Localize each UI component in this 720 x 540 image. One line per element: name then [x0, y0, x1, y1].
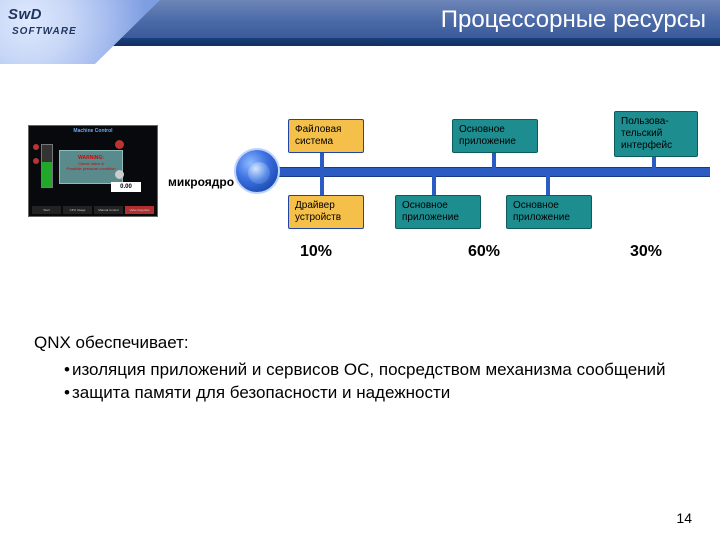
warning-panel: WARNING: Check Valve A Possible pressure…: [59, 150, 123, 184]
slide-title: Процессорные ресурсы: [441, 6, 706, 34]
sc-title: Machine Control: [29, 128, 157, 134]
node-drv: Драйверустройств: [288, 195, 364, 229]
microkernel-node: [234, 148, 280, 194]
lead-text: QNX обеспечивает:: [34, 332, 680, 355]
bullet-item: защита памяти для безопасности и надежно…: [64, 382, 680, 405]
node-app3: Основноеприложение: [506, 195, 592, 229]
logo: SwD SOFTWARE: [0, 0, 160, 58]
logo-subtext: SOFTWARE: [12, 26, 77, 37]
bullet-item: изоляция приложений и сервисов ОС, посре…: [64, 359, 680, 382]
microkernel-label: микроядро: [168, 175, 234, 189]
header: Процессорные ресурсы SwD SOFTWARE: [0, 0, 720, 46]
pct-label: 10%: [300, 243, 332, 261]
machine-control-screenshot: Machine Control WARNING: Check Valve A P…: [28, 125, 158, 217]
pct-label: 30%: [630, 243, 662, 261]
node-app1: Основноеприложение: [395, 195, 481, 229]
page-number: 14: [676, 510, 692, 526]
body-text: QNX обеспечивает: изоляция приложений и …: [34, 332, 680, 405]
logo-text: SwD: [8, 6, 42, 23]
node-ui: Пользова-тельскийинтерфейс: [614, 111, 698, 157]
readout: 0.00: [111, 182, 141, 192]
cpu-resources-diagram: Machine Control WARNING: Check Valve A P…: [0, 115, 720, 295]
pct-label: 60%: [468, 243, 500, 261]
node-fs: Файловаясистема: [288, 119, 364, 153]
node-app2: Основноеприложение: [452, 119, 538, 153]
